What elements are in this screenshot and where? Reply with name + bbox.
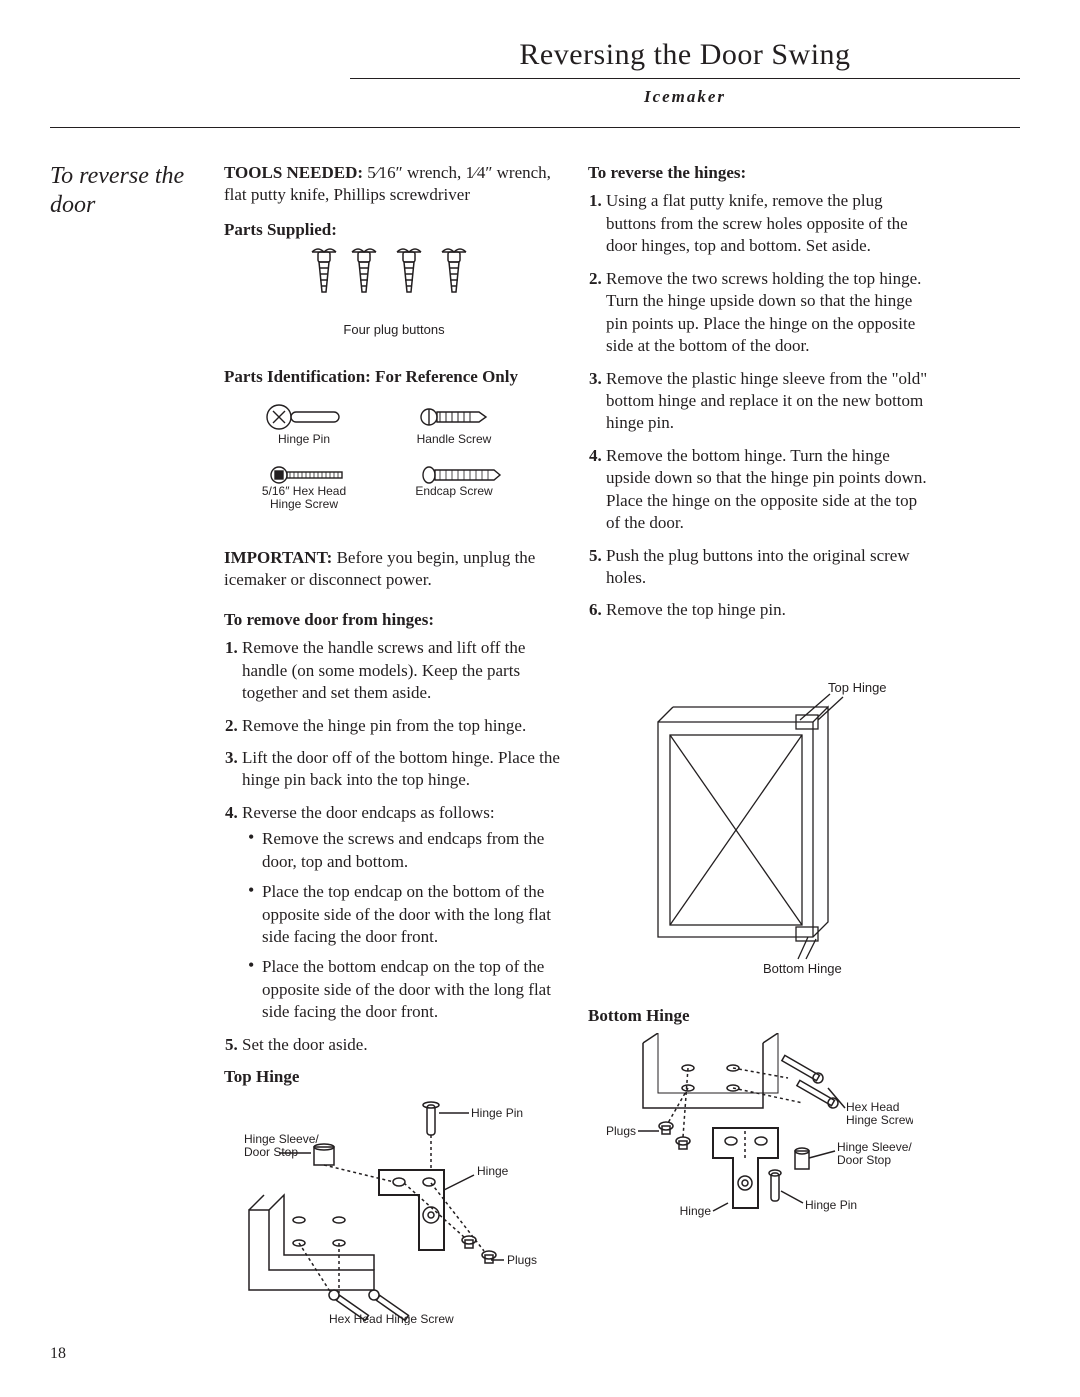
- door-diagram-figure: Top Hinge Bottom Hinge: [628, 677, 888, 977]
- remove-head: To remove door from hinges:: [224, 609, 564, 631]
- important-label: IMPORTANT:: [224, 548, 332, 567]
- bottom-hinge-icon: Plugs Hex Head Hinge Screw Hinge Sleeve/…: [603, 1033, 913, 1223]
- step-item: Push the plug buttons into the original …: [606, 545, 928, 590]
- rule-top: [350, 78, 1020, 79]
- step-item: Reverse the door endcaps as follows: Rem…: [242, 802, 564, 1024]
- manual-page: Reversing the Door Swing Icemaker To rev…: [0, 0, 1080, 1397]
- bh-label-hinge: Hinge: [680, 1204, 712, 1218]
- label-handle-screw: Handle Screw: [417, 432, 492, 446]
- main-column: TOOLS NEEDED: 5⁄16″ wrench, 1⁄4″ wrench,…: [224, 152, 564, 1325]
- right-column: To reverse the hinges: Using a flat putt…: [588, 152, 928, 1325]
- bullet-item: Place the top endcap on the bottom of th…: [248, 881, 564, 948]
- side-heading: To reverse the door: [50, 162, 200, 220]
- bullet-item: Remove the screws and endcaps from the d…: [248, 828, 564, 873]
- parts-supplied-head: Parts Supplied:: [224, 219, 564, 241]
- bullet-item: Place the bottom endcap on the top of th…: [248, 956, 564, 1023]
- step-item: Lift the door off of the bottom hinge. P…: [242, 747, 564, 792]
- bh-label-hex2: Hinge Screw: [846, 1113, 913, 1127]
- reverse-hinges-head: To reverse the hinges:: [588, 162, 928, 184]
- plug-buttons-icon: [304, 247, 484, 317]
- endcap-bullets: Remove the screws and endcaps from the d…: [242, 828, 564, 1024]
- content-columns: To reverse the door TOOLS NEEDED: 5⁄16″ …: [50, 152, 1020, 1325]
- product-subtitle: Icemaker: [350, 87, 1020, 107]
- step-item: Set the door aside.: [242, 1034, 564, 1056]
- th-label-pin: Hinge Pin: [471, 1106, 523, 1120]
- bh-label-hex1: Hex Head: [846, 1100, 899, 1114]
- step-item: Remove the hinge pin from the top hinge.: [242, 715, 564, 737]
- step-item: Remove the handle screws and lift off th…: [242, 637, 564, 704]
- rule-sub: [50, 127, 1020, 128]
- step-item: Remove the top hinge pin.: [606, 599, 928, 621]
- reverse-steps: Using a flat putty knife, remove the plu…: [588, 190, 928, 621]
- step-text: Reverse the door endcaps as follows:: [242, 803, 495, 822]
- th-label-hex: Hex Head Hinge Screw: [329, 1312, 454, 1325]
- important-note: IMPORTANT: Before you begin, unplug the …: [224, 547, 564, 592]
- side-column: To reverse the door: [50, 152, 200, 1325]
- dd-label-bottom: Bottom Hinge: [763, 961, 842, 976]
- remove-steps: Remove the handle screws and lift off th…: [224, 637, 564, 1056]
- label-hinge-pin: Hinge Pin: [278, 432, 330, 446]
- label-endcap-screw: Endcap Screw: [415, 484, 493, 498]
- bh-label-sleeve2: Door Stop: [837, 1153, 891, 1167]
- th-label-hinge: Hinge: [477, 1164, 509, 1178]
- top-hinge-icon: Hinge Pin Hinge Sleeve/ Door Stop Hinge …: [239, 1095, 549, 1325]
- top-hinge-figure: Hinge Pin Hinge Sleeve/ Door Stop Hinge …: [239, 1095, 549, 1325]
- bh-label-sleeve1: Hinge Sleeve/: [837, 1140, 912, 1154]
- dd-label-top: Top Hinge: [828, 680, 887, 695]
- bottom-hinge-figure: Plugs Hex Head Hinge Screw Hinge Sleeve/…: [603, 1033, 913, 1223]
- page-number: 18: [50, 1345, 66, 1363]
- page-title: Reversing the Door Swing: [350, 38, 1020, 72]
- step-item: Using a flat putty knife, remove the plu…: [606, 190, 928, 257]
- bottom-hinge-head: Bottom Hinge: [588, 1005, 928, 1027]
- th-label-plugs: Plugs: [507, 1253, 537, 1267]
- step-item: Remove the bottom hinge. Turn the hinge …: [606, 445, 928, 535]
- th-label-sleeve2: Door Stop: [244, 1145, 298, 1159]
- bh-label-plugs: Plugs: [606, 1124, 636, 1138]
- plug-buttons-figure: Four plug buttons: [304, 247, 484, 338]
- parts-id-icon: Hinge Pin Handle Screw 5/16″ Hex Head Hi…: [254, 395, 534, 525]
- step-item: Remove the two screws holding the top hi…: [606, 268, 928, 358]
- bh-label-pin: Hinge Pin: [805, 1198, 857, 1212]
- label-hex-head-2: Hinge Screw: [270, 497, 338, 511]
- tools-needed: TOOLS NEEDED: 5⁄16″ wrench, 1⁄4″ wrench,…: [224, 162, 564, 207]
- parts-id-figure: Hinge Pin Handle Screw 5/16″ Hex Head Hi…: [254, 395, 534, 525]
- tools-label: TOOLS NEEDED:: [224, 163, 363, 182]
- th-label-sleeve1: Hinge Sleeve/: [244, 1132, 319, 1146]
- label-hex-head-1: 5/16″ Hex Head: [262, 484, 346, 498]
- door-diagram-icon: Top Hinge Bottom Hinge: [628, 677, 888, 977]
- parts-id-head: Parts Identification: For Reference Only: [224, 366, 564, 388]
- top-hinge-head: Top Hinge: [224, 1066, 564, 1088]
- step-item: Remove the plastic hinge sleeve from the…: [606, 368, 928, 435]
- plug-caption: Four plug buttons: [304, 321, 484, 338]
